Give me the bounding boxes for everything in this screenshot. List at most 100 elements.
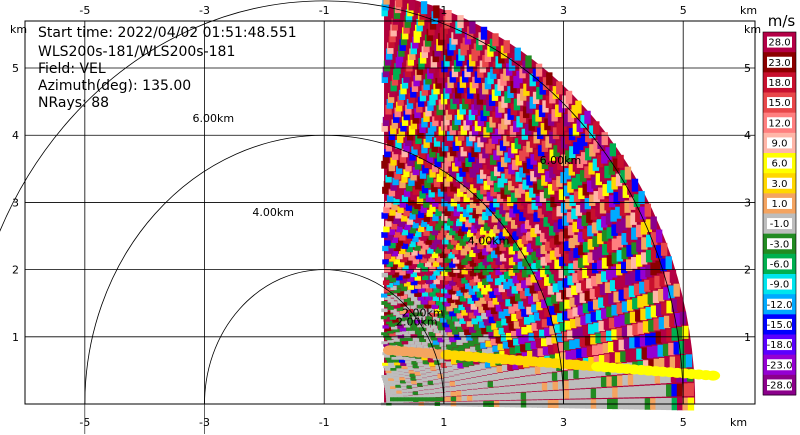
- velocity-bin: [613, 340, 620, 352]
- velocity-bin: [486, 325, 493, 332]
- velocity-bin: [537, 145, 545, 157]
- velocity-bin: [675, 355, 682, 369]
- velocity-bin: [493, 287, 501, 296]
- velocity-bin: [406, 337, 413, 342]
- velocity-bin: [431, 89, 438, 100]
- velocity-bin: [511, 176, 519, 187]
- colorbar-label-bg: [767, 258, 792, 270]
- velocity-bin: [648, 319, 655, 332]
- x-tick-label-bottom: 5: [680, 416, 687, 429]
- velocity-bin: [417, 303, 424, 309]
- velocity-bin: [381, 160, 388, 169]
- velocity-bin: [391, 151, 399, 160]
- velocity-bin: [454, 114, 461, 126]
- velocity-bin: [609, 280, 617, 292]
- velocity-bin: [423, 311, 430, 317]
- velocity-bin: [530, 341, 537, 349]
- velocity-bin: [383, 354, 391, 358]
- velocity-bin: [505, 332, 513, 340]
- velocity-bin: [473, 195, 480, 204]
- velocity-bin: [671, 328, 678, 341]
- velocity-bin: [557, 218, 565, 230]
- velocity-bin: [489, 291, 496, 298]
- velocity-bin: [409, 152, 416, 161]
- velocity-bin: [433, 5, 440, 19]
- velocity-bin: [435, 333, 442, 338]
- velocity-bin: [616, 235, 623, 248]
- velocity-bin: [518, 336, 525, 344]
- velocity-bin: [574, 338, 581, 348]
- velocity-bin: [463, 120, 470, 131]
- velocity-bin: [554, 247, 561, 257]
- velocity-bin: [510, 296, 517, 304]
- velocity-bin: [438, 383, 446, 388]
- velocity-bin: [449, 125, 456, 136]
- velocity-bin: [408, 340, 415, 345]
- velocity-bin: [490, 360, 497, 367]
- velocity-bin: [456, 396, 463, 402]
- velocity-bin: [579, 170, 587, 182]
- velocity-bin: [397, 95, 404, 106]
- velocity-bin: [664, 357, 671, 370]
- velocity-bin: [410, 119, 418, 130]
- velocity-bin: [653, 358, 661, 371]
- velocity-bin: [438, 99, 446, 110]
- velocity-bin: [581, 133, 588, 147]
- velocity-bin: [384, 253, 391, 260]
- colorbar-tick-label: -18.0: [767, 340, 793, 351]
- velocity-bin: [660, 258, 667, 272]
- velocity-bin: [423, 215, 430, 222]
- velocity-bin: [506, 288, 514, 297]
- velocity-bin: [385, 143, 393, 152]
- velocity-bin: [598, 355, 606, 365]
- colorbar-label-bg: [767, 177, 792, 189]
- velocity-bin: [437, 274, 444, 281]
- velocity-bin: [559, 322, 567, 332]
- velocity-bin: [567, 181, 574, 193]
- velocity-bin: [466, 321, 474, 327]
- velocity-bin: [406, 327, 413, 331]
- velocity-bin: [493, 150, 500, 161]
- velocity-bin: [397, 283, 404, 289]
- velocity-bin: [512, 242, 520, 252]
- velocity-bin: [483, 222, 491, 231]
- velocity-bin: [465, 219, 472, 228]
- velocity-bin: [479, 227, 487, 235]
- velocity-bin: [555, 104, 562, 117]
- velocity-bin: [507, 147, 515, 158]
- velocity-bin: [517, 238, 524, 248]
- velocity-bin: [650, 216, 657, 230]
- velocity-bin: [446, 344, 453, 350]
- velocity-bin: [591, 176, 598, 189]
- velocity-bin: [560, 202, 568, 213]
- velocity-bin: [584, 110, 591, 124]
- velocity-bin: [479, 297, 487, 304]
- velocity-bin: [501, 216, 508, 226]
- velocity-bin: [403, 372, 410, 376]
- velocity-bin: [476, 190, 484, 199]
- velocity-bin: [591, 275, 598, 287]
- velocity-bin: [459, 318, 466, 324]
- velocity-bin: [469, 20, 476, 34]
- velocity-bin: [448, 376, 456, 381]
- velocity-bin: [573, 234, 580, 246]
- velocity-bin: [657, 288, 665, 302]
- velocity-bin: [535, 236, 542, 246]
- velocity-bin: [614, 316, 621, 328]
- velocity-bin: [492, 297, 499, 305]
- velocity-bin: [408, 370, 415, 374]
- velocity-bin: [393, 338, 400, 342]
- velocity-bin: [459, 332, 466, 338]
- velocity-bin: [612, 387, 619, 398]
- velocity-bin: [468, 340, 475, 347]
- range-ring: [204, 269, 445, 405]
- velocity-bin: [412, 387, 419, 392]
- velocity-bin: [465, 282, 472, 290]
- velocity-bin: [385, 389, 392, 393]
- velocity-bin: [581, 347, 588, 357]
- colorbar-label-bg: [767, 117, 792, 129]
- velocity-bin: [658, 317, 666, 330]
- velocity-bin: [423, 79, 430, 91]
- velocity-bin: [589, 367, 596, 378]
- velocity-bin: [438, 304, 446, 310]
